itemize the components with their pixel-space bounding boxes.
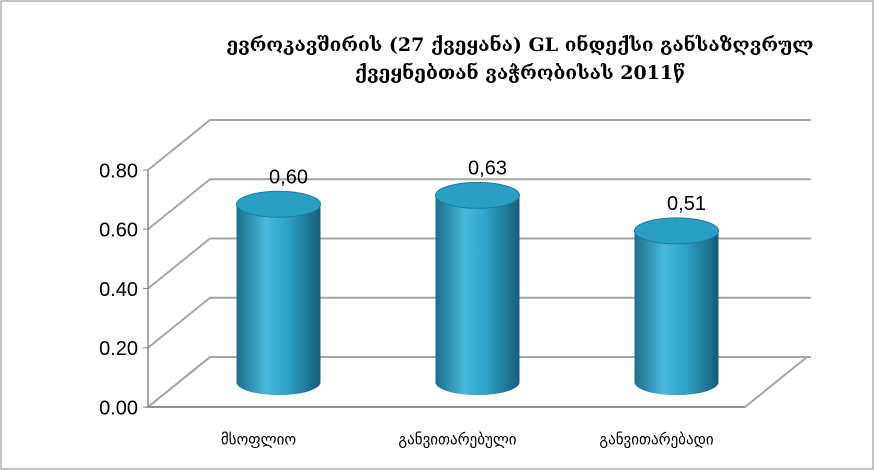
x-tick-label: განვითარებული bbox=[398, 431, 516, 449]
value-label: 0,60 bbox=[269, 167, 308, 189]
bar-top bbox=[236, 190, 321, 218]
grid-line bbox=[147, 356, 811, 408]
y-tick-label: 0.00 bbox=[99, 397, 138, 419]
bar bbox=[236, 204, 321, 396]
y-tick-label: 0.40 bbox=[99, 279, 138, 301]
grid-line bbox=[147, 178, 811, 231]
x-tick-label: მსოფლიო bbox=[221, 431, 297, 449]
y-tick-label: 0.80 bbox=[99, 160, 138, 182]
grid-line bbox=[147, 119, 811, 171]
bar bbox=[435, 195, 520, 396]
value-label: 0,63 bbox=[468, 158, 507, 180]
bar-top bbox=[634, 217, 719, 245]
value-label: 0,51 bbox=[667, 193, 706, 215]
grid-line bbox=[147, 237, 811, 290]
bar bbox=[634, 230, 719, 396]
chart-title: ქვეყნებთან ვაჭრობისას 2011წ bbox=[355, 61, 685, 84]
bar-top bbox=[435, 181, 520, 209]
y-tick-label: 0.60 bbox=[99, 220, 138, 242]
x-tick-label: განვითარებადი bbox=[599, 431, 713, 449]
grid-line bbox=[147, 296, 811, 349]
y-tick-label: 0.20 bbox=[99, 338, 138, 360]
chart-title: ევროკავშირის (27 ქვეყანა) GL ინდექსი გან… bbox=[226, 33, 813, 56]
